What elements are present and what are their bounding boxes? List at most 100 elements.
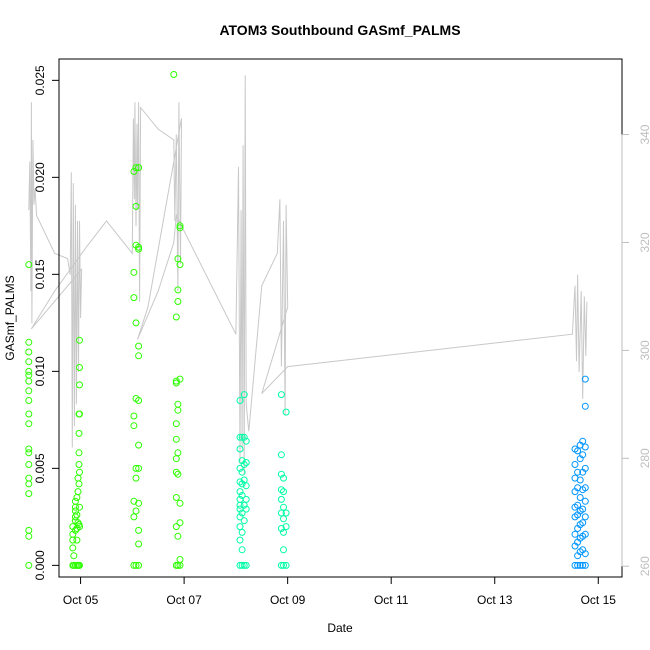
x-tick-label: Oct 13: [477, 593, 513, 607]
data-point: [172, 379, 180, 387]
data-point: [236, 513, 244, 521]
data-point: [581, 530, 589, 538]
data-point: [130, 168, 138, 175]
data-point: [236, 464, 244, 472]
data-point: [174, 449, 182, 457]
right-tick-label: 340: [638, 124, 650, 144]
data-point: [282, 561, 290, 569]
data-point: [236, 397, 244, 404]
data-point: [571, 461, 579, 468]
data-point: [176, 375, 184, 383]
data-point: [581, 561, 589, 569]
data-point: [579, 561, 587, 569]
data-point: [25, 387, 33, 395]
data-point: [280, 515, 287, 523]
data-point: [132, 202, 140, 210]
data-point: [70, 552, 78, 560]
data-point: [576, 561, 584, 569]
x-tick-label: Oct 05: [63, 593, 99, 607]
data-point-layer: [25, 71, 589, 569]
data-point: [76, 410, 83, 418]
data-point: [238, 433, 246, 441]
data-point: [71, 526, 79, 534]
data-point: [76, 523, 83, 531]
data-point: [574, 501, 582, 509]
data-point: [135, 526, 143, 534]
data-point: [174, 406, 182, 414]
data-point: [236, 445, 244, 453]
data-point: [571, 561, 579, 569]
data-point: [174, 255, 182, 263]
data-point: [579, 505, 587, 513]
data-point: [238, 492, 246, 499]
right-tick-label: 260: [638, 556, 650, 576]
x-axis-label: Date: [327, 621, 353, 635]
data-point: [25, 480, 33, 488]
data-point: [132, 164, 140, 172]
data-point: [25, 420, 33, 428]
data-point: [25, 377, 33, 385]
data-point: [25, 397, 33, 404]
data-point: [238, 561, 246, 569]
data-point: [76, 381, 83, 389]
data-point: [277, 391, 285, 399]
data-point: [25, 449, 33, 457]
data-point: [135, 243, 143, 251]
data-point: [581, 443, 589, 451]
data-point: [76, 468, 83, 476]
data-point: [176, 222, 184, 230]
data-point: [75, 461, 83, 468]
data-point: [581, 550, 589, 558]
data-point: [132, 319, 140, 327]
data-point: [25, 338, 33, 346]
data-point: [238, 480, 246, 488]
data-point: [135, 441, 143, 449]
data-point: [277, 495, 285, 503]
data-point: [240, 433, 248, 441]
data-point: [581, 484, 589, 492]
data-point: [242, 561, 250, 569]
data-point: [581, 497, 589, 505]
data-point: [73, 494, 81, 501]
data-point: [25, 532, 33, 540]
grey-trace-layer: [28, 75, 588, 475]
x-tick-label: Oct 15: [581, 593, 617, 607]
right-tick-label: 280: [638, 448, 650, 468]
data-point: [172, 377, 180, 385]
data-point: [581, 513, 589, 521]
data-point: [571, 530, 579, 538]
data-point: [238, 546, 246, 554]
data-point: [75, 480, 83, 488]
data-point: [242, 459, 250, 466]
data-point: [176, 561, 184, 569]
data-point: [174, 286, 182, 294]
data-point: [280, 528, 287, 536]
x-tick-label: Oct 11: [374, 593, 409, 607]
data-point: [25, 348, 33, 356]
data-point: [132, 561, 140, 569]
data-point: [69, 544, 77, 552]
y-tick-label: 0.000: [33, 550, 47, 580]
data-point: [135, 540, 143, 548]
data-point: [236, 433, 244, 441]
data-point: [277, 486, 285, 494]
data-point: [172, 468, 180, 476]
data-point: [282, 408, 290, 416]
data-point: [76, 561, 83, 569]
data-point: [576, 476, 584, 484]
data-point: [76, 336, 83, 344]
data-point: [280, 546, 287, 554]
data-point: [576, 494, 584, 501]
data-point: [130, 268, 138, 276]
data-point: [25, 410, 33, 418]
data-point: [574, 561, 582, 569]
data-point: [242, 505, 250, 513]
data-point: [170, 71, 178, 78]
data-point: [174, 400, 182, 408]
data-point: [172, 494, 180, 501]
data-point: [176, 499, 184, 507]
data-point: [174, 298, 182, 305]
data-point: [277, 470, 285, 478]
chart-title: ATOM3 Southbound GASmf_PALMS: [219, 22, 460, 38]
data-point: [240, 517, 248, 525]
